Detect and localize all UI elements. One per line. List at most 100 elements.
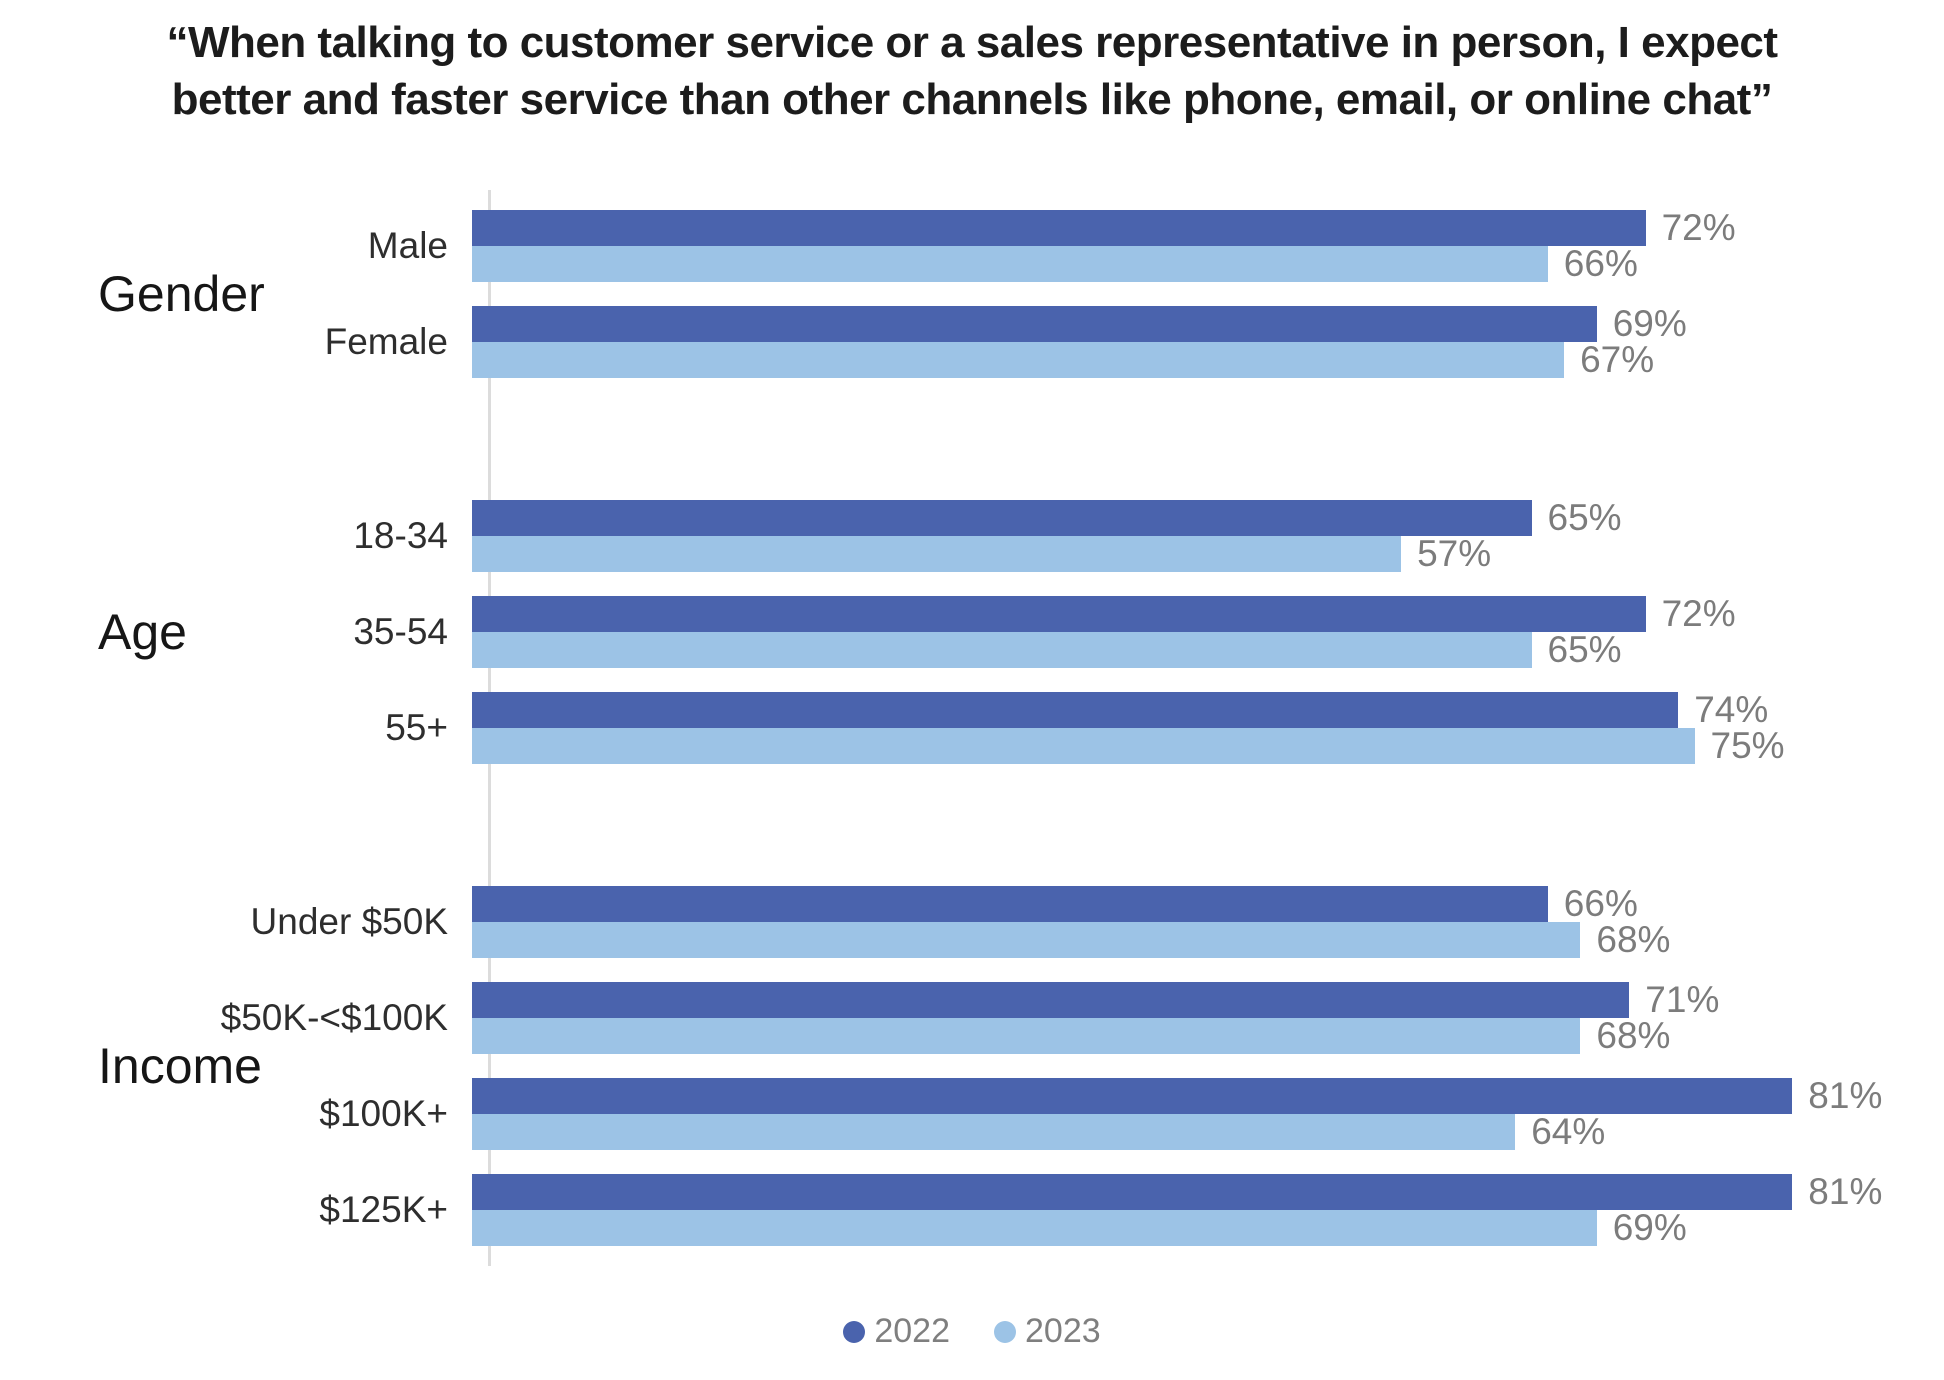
bar-2023 [472,342,1565,379]
value-label: 68% [1596,919,1671,961]
bar-2023 [472,536,1402,573]
category-label: $100K+ [319,1093,448,1135]
bar-line-2022: 69% [472,303,1687,345]
bar-line-2023: 65% [472,629,1736,671]
value-label: 68% [1596,1015,1671,1057]
category-row: 55+ 74% 75% [0,689,1944,767]
category-group-income: Income Under $50K 66% 68% $50K-<$100K 71% 68% $… [0,883,1944,1249]
bar-line-2022: 72% [472,593,1736,635]
value-label: 74% [1694,689,1769,731]
bar-2022 [472,500,1532,537]
chart-groups: Gender Male 72% 66% Female 69% 67% Age 18-34 65% 5… [0,207,1944,1249]
bar-line-2023: 68% [472,919,1671,961]
bar-line-2022: 66% [472,883,1670,925]
group-rows: Under $50K 66% 68% $50K-<$100K 71% 68% $100K+ 8… [0,883,1944,1249]
group-label: Income [98,1038,262,1095]
bar-2022 [472,596,1646,633]
value-label: 72% [1661,593,1736,635]
bar-pair: 71% 68% [470,979,1720,1057]
category-row: Male 72% 66% [0,207,1944,285]
bar-2022 [472,306,1597,343]
legend-item-2022: 2022 [843,1312,950,1351]
category-label: Female [324,321,448,363]
bar-pair: 81% 69% [470,1171,1883,1249]
group-label: Age [98,604,187,661]
category-row: 35-54 72% 65% [0,593,1944,671]
bar-line-2022: 65% [472,497,1622,539]
bar-line-2023: 64% [472,1111,1882,1153]
bar-line-2022: 72% [472,207,1736,249]
value-label: 72% [1661,207,1736,249]
value-label: 69% [1612,1207,1687,1249]
legend: 2022 2023 [0,1312,1944,1351]
chart-title: “When talking to customer service or a s… [166,18,1778,125]
category-row: Female 69% 67% [0,303,1944,381]
bar-line-2022: 74% [472,689,1785,731]
value-label: 57% [1417,533,1492,575]
bar-pair: 69% 67% [470,303,1687,381]
bar-line-2023: 69% [472,1207,1882,1249]
category-label: Male [367,225,448,267]
bar-2022 [472,1174,1793,1211]
value-label: 81% [1808,1075,1883,1117]
group-label: Gender [98,266,265,323]
category-label: 18-34 [353,515,448,557]
bar-2023 [472,632,1532,669]
bar-2022 [472,1078,1793,1115]
category-group-age: Age 18-34 65% 57% 35-54 72% 65% 55+ 74% 75% [0,497,1944,767]
bar-line-2022: 71% [472,979,1720,1021]
bar-2023 [472,728,1695,765]
value-label: 64% [1531,1111,1606,1153]
bar-pair: 65% 57% [470,497,1622,575]
group-rows: Male 72% 66% Female 69% 67% [0,207,1944,381]
bar-line-2023: 66% [472,243,1736,285]
bar-line-2023: 75% [472,725,1785,767]
value-label: 75% [1710,725,1785,767]
category-row: $125K+ 81% 69% [0,1171,1944,1249]
value-label: 65% [1547,497,1622,539]
bar-pair: 72% 65% [470,593,1736,671]
legend-label-2022: 2022 [874,1312,950,1351]
legend-label-2023: 2023 [1025,1312,1101,1351]
chart-area: Gender Male 72% 66% Female 69% 67% Age 18-34 65% 5… [0,190,1944,1267]
category-row: 18-34 65% 57% [0,497,1944,575]
bar-2023 [472,1018,1581,1055]
category-label: $125K+ [319,1189,448,1231]
value-label: 66% [1563,243,1638,285]
bar-pair: 66% 68% [470,883,1671,961]
category-label: 55+ [385,707,448,749]
value-label: 81% [1808,1171,1883,1213]
bar-line-2023: 68% [472,1015,1719,1057]
category-row: Under $50K 66% 68% [0,883,1944,961]
value-label: 65% [1547,629,1622,671]
category-group-gender: Gender Male 72% 66% Female 69% 67% [0,207,1944,381]
bar-line-2022: 81% [472,1075,1883,1117]
bar-2022 [472,982,1630,1019]
category-label: Under $50K [250,901,448,943]
bar-pair: 81% 64% [470,1075,1883,1153]
bar-2023 [472,1210,1597,1247]
category-label: $50K-<$100K [220,997,448,1039]
bar-2023 [472,1114,1516,1151]
bar-2023 [472,922,1581,959]
value-label: 71% [1645,979,1720,1021]
bar-line-2023: 67% [472,339,1687,381]
value-label: 66% [1563,883,1638,925]
bar-pair: 72% 66% [470,207,1736,285]
bar-2022 [472,692,1679,729]
bar-2023 [472,246,1548,283]
bar-line-2022: 81% [472,1171,1883,1213]
bar-pair: 74% 75% [470,689,1785,767]
category-label: 35-54 [353,611,448,653]
value-label: 67% [1580,339,1655,381]
legend-item-2023: 2023 [994,1312,1101,1351]
category-row: $100K+ 81% 64% [0,1075,1944,1153]
legend-dot-2023-icon [994,1320,1016,1343]
bar-line-2023: 57% [472,533,1622,575]
bar-2022 [472,886,1548,923]
category-row: $50K-<$100K 71% 68% [0,979,1944,1057]
bar-2022 [472,210,1646,247]
legend-dot-2022-icon [843,1320,866,1343]
value-label: 69% [1612,303,1687,345]
